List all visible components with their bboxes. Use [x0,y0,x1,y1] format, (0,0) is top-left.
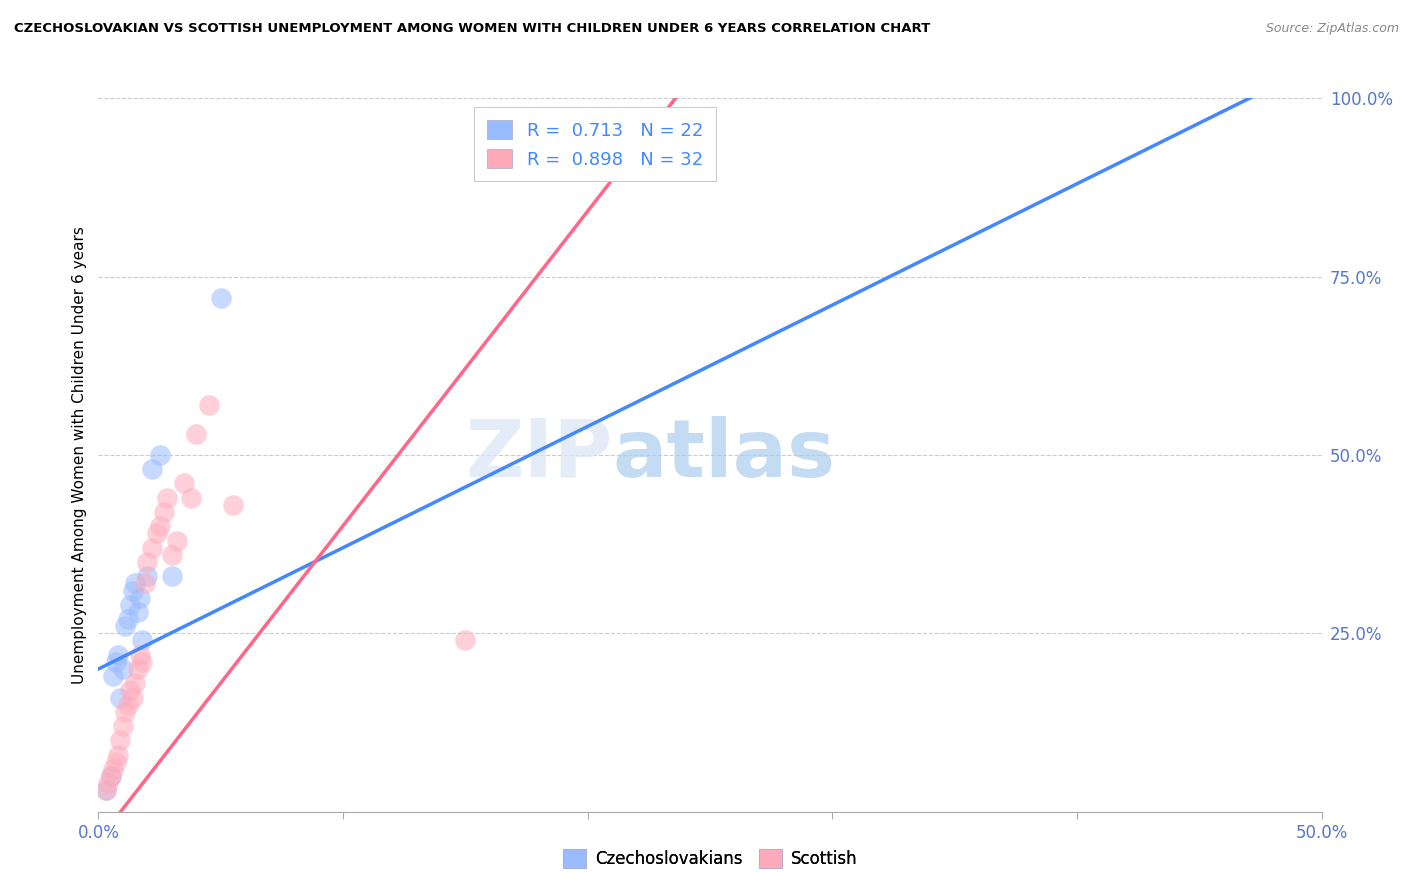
Point [222,498,245,512]
Legend: Czechoslovakians, Scottish: Czechoslovakians, Scottish [557,843,863,875]
Point [101,669,124,683]
Point [160,569,183,583]
Point [94,783,117,797]
Point [129,648,152,662]
Point [110,733,132,747]
Point [180,491,202,505]
Point [127,662,149,676]
Point [94,783,117,797]
Point [121,583,143,598]
Point [110,690,132,705]
Y-axis label: Unemployment Among Women with Children Under 6 years: Unemployment Among Women with Children U… [72,226,87,684]
Point [166,533,188,548]
Point [136,569,159,583]
Point [141,462,163,476]
Point [124,676,146,690]
Point [117,612,139,626]
Point [141,541,163,555]
Point [101,762,124,776]
Point [136,555,159,569]
Point [131,633,153,648]
Point [117,698,139,712]
Point [107,648,129,662]
Text: Source: ZipAtlas.com: Source: ZipAtlas.com [1265,22,1399,36]
Point [120,683,142,698]
Point [134,576,156,591]
Point [160,548,183,562]
Point [149,448,172,462]
Point [186,426,208,441]
Text: atlas: atlas [612,416,835,494]
Point [97,776,120,790]
Point [197,398,219,412]
Point [104,755,127,769]
Text: ZIP: ZIP [465,416,612,494]
Point [153,505,176,519]
Point [129,591,152,605]
Point [146,526,169,541]
Point [156,491,179,505]
Point [127,605,149,619]
Point [120,598,142,612]
Point [107,747,129,762]
Point [100,769,122,783]
Text: CZECHOSLOVAKIAN VS SCOTTISH UNEMPLOYMENT AMONG WOMEN WITH CHILDREN UNDER 6 YEARS: CZECHOSLOVAKIAN VS SCOTTISH UNEMPLOYMENT… [14,22,931,36]
Point [149,519,172,533]
Point [131,655,153,669]
Point [114,705,136,719]
Point [173,476,195,491]
Point [114,619,136,633]
Point [111,719,134,733]
Point [100,769,122,783]
Point [111,662,134,676]
Point [209,291,232,305]
Point [454,633,477,648]
Point [124,576,146,591]
Point [104,655,127,669]
Point [121,690,143,705]
